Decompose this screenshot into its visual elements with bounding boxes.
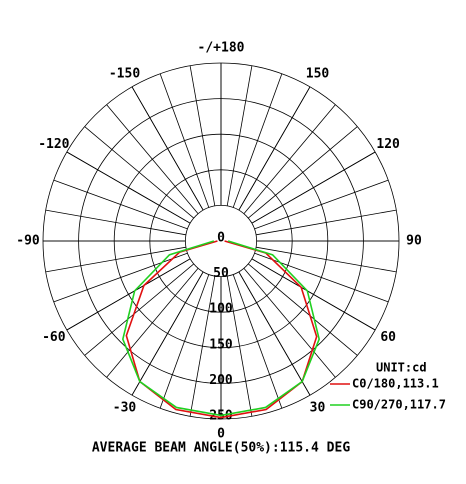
curve [125, 240, 318, 419]
r-tick-label: 0 [217, 231, 225, 246]
angle-grid-line [66, 258, 191, 331]
angle-grid-line [251, 258, 376, 331]
r-tick-label: 50 [213, 266, 229, 281]
angle-tick-label: 0 [217, 427, 225, 442]
angle-tick-label: -60 [42, 330, 66, 345]
angle-tick-label: 150 [306, 66, 330, 81]
angle-tick-label: 60 [380, 330, 396, 345]
unit-label: UNIT:cd [376, 361, 427, 375]
footer: AVERAGE BEAM ANGLE(50%):115.4 DEG [92, 441, 350, 456]
curve [121, 240, 321, 417]
angle-tick-label: 120 [376, 137, 400, 152]
legend-label: C0/180,113.1 [352, 377, 439, 391]
angle-grid-line [131, 271, 204, 396]
angle-tick-label: -/+180 [198, 41, 245, 56]
angle-tick-label: -30 [113, 401, 137, 416]
angle-tick-label: 90 [406, 234, 422, 249]
angle-tick-label: -150 [109, 66, 140, 81]
angle-grid-line [66, 151, 191, 224]
angle-grid-line [251, 151, 376, 224]
angle-tick-label: -120 [38, 137, 69, 152]
angle-grid-line [131, 86, 204, 211]
angle-tick-label: -90 [16, 234, 40, 249]
angle-grid-line [238, 86, 311, 211]
angle-tick-label: 30 [310, 401, 326, 416]
angle-grid-line [238, 271, 311, 396]
legend-label: C90/270,117.7 [352, 398, 446, 412]
